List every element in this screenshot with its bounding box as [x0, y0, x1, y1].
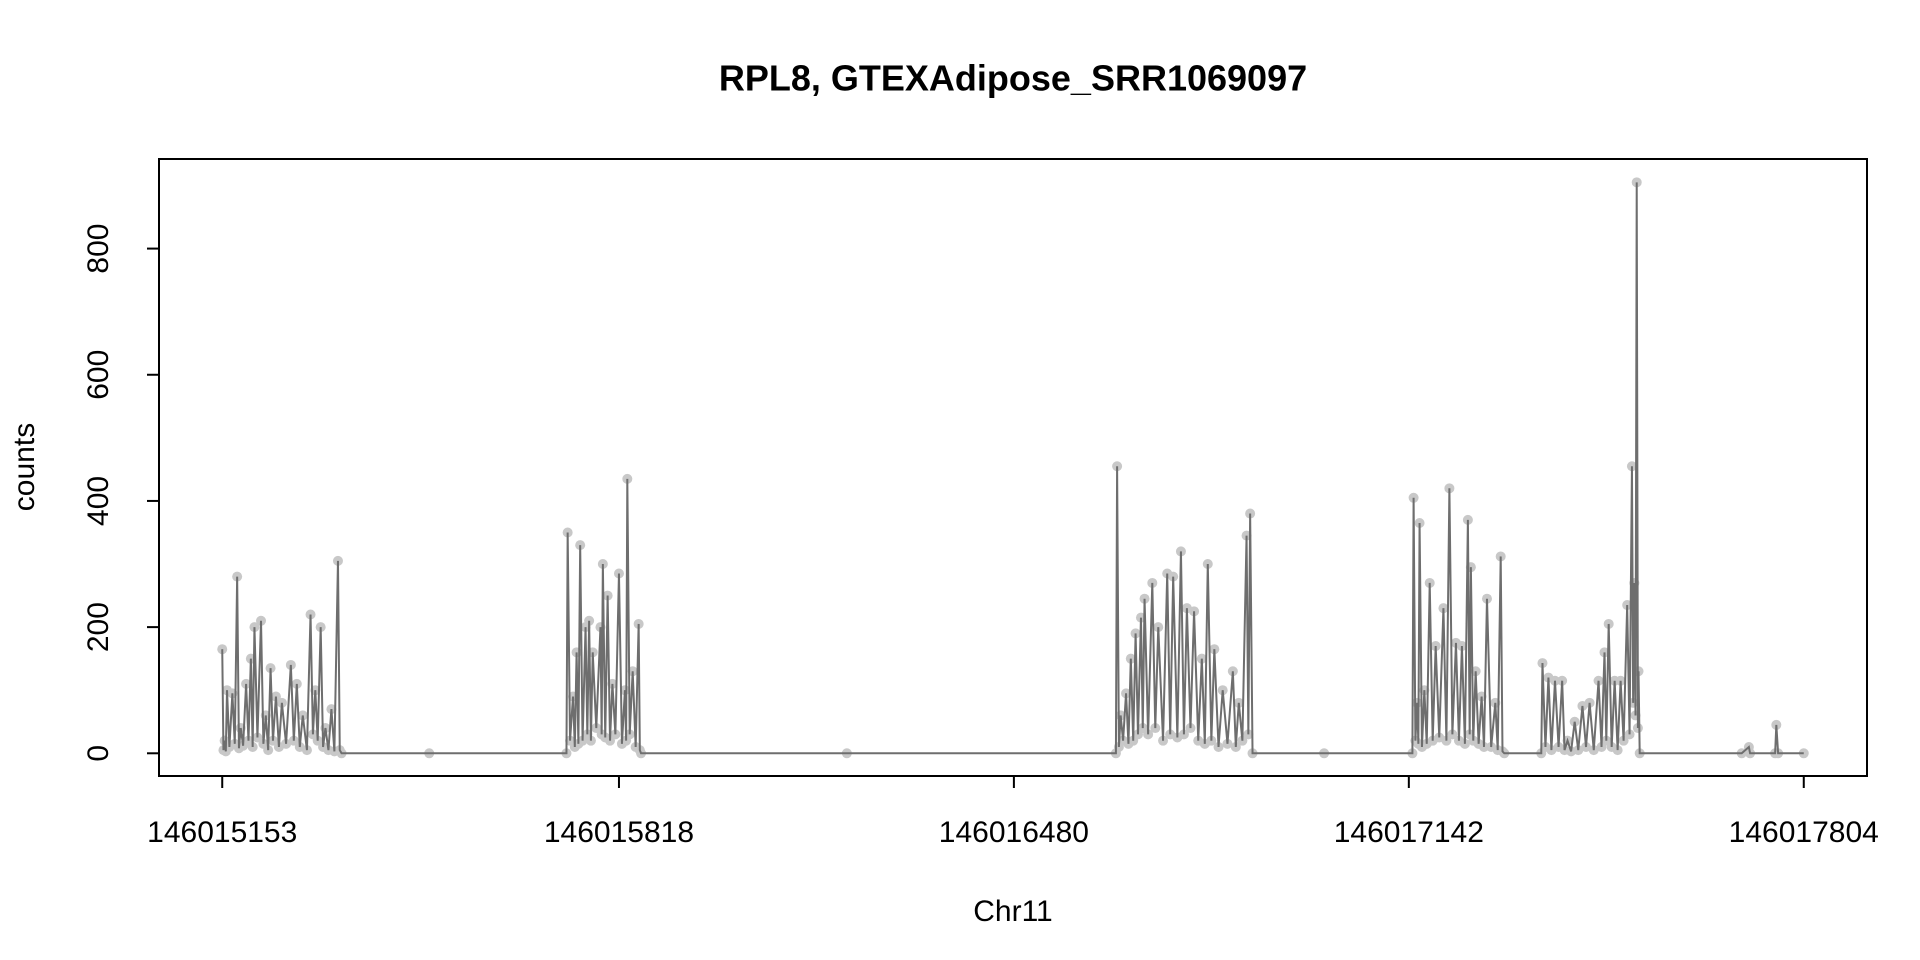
- data-point: [1798, 748, 1809, 759]
- data-point: [1632, 723, 1643, 734]
- data-point: [1243, 729, 1254, 740]
- x-axis-title: Chr11: [973, 895, 1052, 928]
- y-tick-label: 400: [82, 476, 115, 526]
- chart-title: RPL8, GTEXAdipose_SRR1069097: [719, 58, 1307, 99]
- x-tick-label: 146016480: [939, 816, 1089, 849]
- plot-area: [217, 177, 1809, 759]
- y-axis-title: counts: [8, 423, 41, 511]
- y-tick-label: 600: [82, 350, 115, 400]
- x-tick-label: 146017804: [1729, 816, 1879, 849]
- x-tick-label: 146017142: [1334, 816, 1484, 849]
- x-tick-label: 146015818: [544, 816, 694, 849]
- data-line: [221, 182, 1804, 755]
- y-tick-label: 200: [82, 602, 115, 652]
- y-tick-label: 0: [82, 745, 115, 762]
- y-tick-label: 800: [82, 224, 115, 274]
- x-tick-label: 146015153: [147, 816, 297, 849]
